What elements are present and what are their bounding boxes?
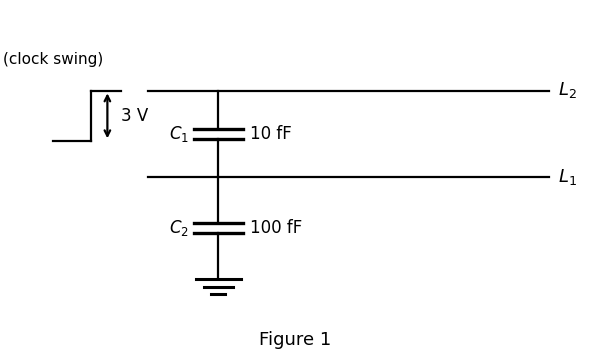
Text: $C_2$: $C_2$: [169, 218, 189, 238]
Text: (clock swing): (clock swing): [3, 52, 103, 67]
Text: Figure 1: Figure 1: [259, 331, 331, 349]
Text: $L_2$: $L_2$: [558, 80, 576, 101]
Text: 100 fF: 100 fF: [250, 219, 303, 237]
Text: 3 V: 3 V: [121, 107, 148, 125]
Text: $C_1$: $C_1$: [169, 124, 189, 144]
Text: 10 fF: 10 fF: [250, 125, 292, 143]
Text: $L_1$: $L_1$: [558, 167, 576, 188]
